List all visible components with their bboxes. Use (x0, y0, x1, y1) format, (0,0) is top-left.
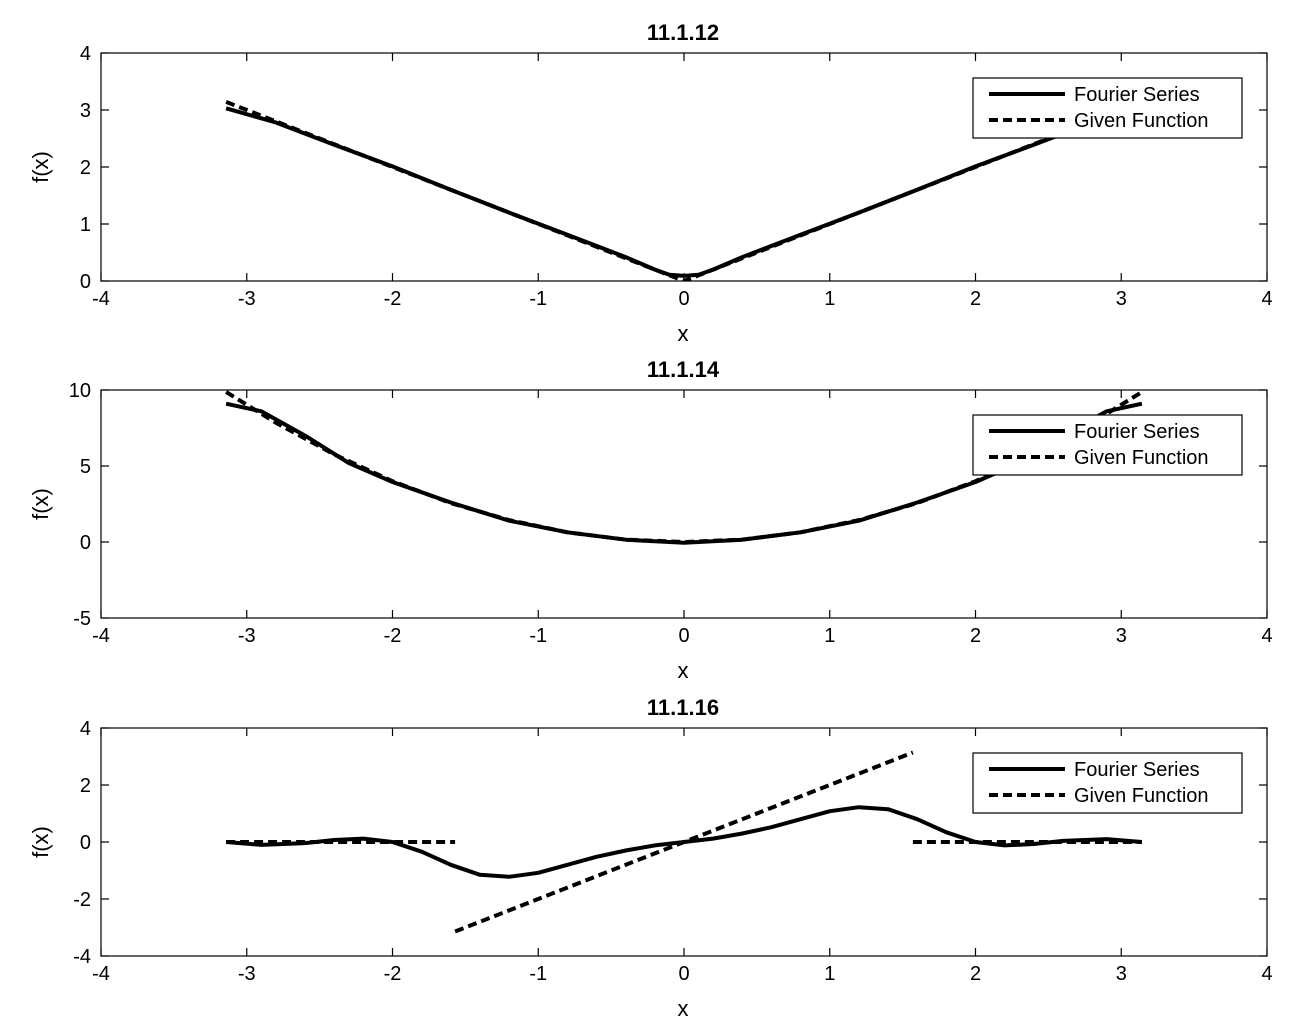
x-tick-label: -1 (529, 288, 547, 310)
chart-title: 11.1.14 (647, 357, 720, 382)
chart-panel: -4 -3 -2 -1 0 1 2 3 4 -4 -2 0 2 4 11.1.16 x f(x) Fourier … (28, 695, 1273, 1021)
y-axis-label: f(x) (28, 826, 53, 858)
legend: Fourier Series Given Function (972, 414, 1243, 476)
x-tick-label: -4 (92, 963, 110, 985)
legend-label: Fourier Series (1074, 421, 1200, 443)
x-tick-label: 2 (970, 963, 981, 985)
x-tick-label: -3 (238, 963, 256, 985)
y-tick-label: 3 (80, 100, 91, 122)
y-tick-label: 2 (80, 775, 91, 797)
x-tick-label: -4 (92, 288, 110, 310)
y-tick-label: 2 (80, 157, 91, 179)
x-tick-label: 0 (678, 963, 689, 985)
legend-box (972, 77, 1243, 139)
legend: Fourier Series Given Function (972, 77, 1243, 139)
legend-label: Given Function (1074, 447, 1209, 469)
y-tick-label: -5 (73, 608, 91, 630)
x-tick-label: -2 (384, 625, 402, 647)
y-tick-label: 0 (80, 532, 91, 554)
y-tick-label: 4 (80, 718, 91, 740)
x-tick-label: 1 (824, 288, 835, 310)
y-tick-label: 5 (80, 456, 91, 478)
y-tick-label: 0 (80, 271, 91, 293)
x-tick-label: -1 (529, 625, 547, 647)
y-tick-label: 1 (80, 214, 91, 236)
legend-label: Fourier Series (1074, 759, 1200, 781)
x-tick-label: 4 (1261, 625, 1272, 647)
x-tick-label: 1 (824, 963, 835, 985)
legend: Fourier Series Given Function (972, 752, 1243, 814)
x-tick-label: 4 (1261, 288, 1272, 310)
y-axis-label: f(x) (28, 151, 53, 183)
x-tick-label: 2 (970, 288, 981, 310)
x-axis-label: x (678, 658, 689, 683)
y-axis-label: f(x) (28, 488, 53, 520)
y-tick-label: 4 (80, 43, 91, 65)
y-tick-label: -2 (73, 889, 91, 911)
x-tick-label: 0 (678, 625, 689, 647)
y-tick-label: -4 (73, 946, 91, 968)
legend-box (972, 752, 1243, 814)
x-tick-label: -3 (238, 625, 256, 647)
x-axis-label: x (678, 321, 689, 346)
chart-title: 11.1.16 (647, 695, 719, 720)
legend-label: Given Function (1074, 110, 1209, 132)
chart-panel: -4 -3 -2 -1 0 1 2 3 4 0 1 2 3 4 11.1.12 x f(x) Fourier Se… (28, 20, 1273, 346)
x-tick-label: 1 (824, 625, 835, 647)
x-tick-label: -4 (92, 625, 110, 647)
x-tick-label: 2 (970, 625, 981, 647)
x-tick-label: -2 (384, 288, 402, 310)
given-function-line (225, 100, 1143, 281)
y-tick-label: 10 (69, 380, 91, 402)
given-function-line (454, 750, 914, 934)
x-tick-label: 4 (1261, 963, 1272, 985)
x-tick-label: -2 (384, 963, 402, 985)
series-group (225, 750, 1143, 934)
x-tick-label: 0 (678, 288, 689, 310)
x-tick-label: 3 (1116, 963, 1127, 985)
x-tick-label: -3 (238, 288, 256, 310)
y-tick-label: 0 (80, 832, 91, 854)
chart-panel: -4 -3 -2 -1 0 1 2 3 4 -5 0 5 10 11.1.14 x f(x) Fourier S… (28, 357, 1273, 683)
x-tick-label: 3 (1116, 288, 1127, 310)
x-axis-label: x (678, 996, 689, 1021)
legend-label: Fourier Series (1074, 84, 1200, 106)
legend-label: Given Function (1074, 785, 1209, 807)
legend-box (972, 414, 1243, 476)
chart-title: 11.1.12 (647, 20, 719, 45)
x-tick-label: 3 (1116, 625, 1127, 647)
x-tick-label: -1 (529, 963, 547, 985)
